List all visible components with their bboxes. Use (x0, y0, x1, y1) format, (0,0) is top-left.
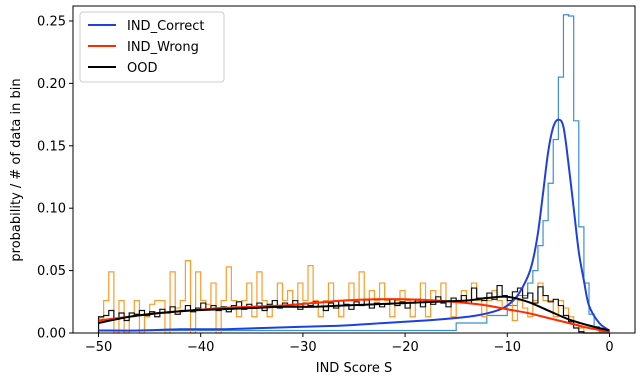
x-tick-label: −50 (85, 340, 112, 355)
plot-content (97, 14, 611, 334)
y-tick-label: 0.20 (37, 77, 66, 92)
legend-label: OOD (127, 61, 157, 76)
y-tick-label: 0.00 (37, 327, 66, 342)
series-line-ind-correct (98, 118, 611, 332)
series-line-ood (98, 295, 610, 332)
y-tick-label: 0.15 (37, 139, 66, 154)
legend-label: IND_Correct (127, 19, 205, 34)
x-tick-label: −40 (187, 340, 214, 355)
legend-box (79, 11, 225, 83)
x-axis-title: IND Score S (316, 361, 393, 376)
x-axis: −50 −40 −30 −20 −10 0 (85, 333, 614, 355)
legend-label: IND_Wrong (127, 40, 199, 55)
y-axis-title: probability / # of data in bin (9, 78, 24, 261)
x-tick-label: 0 (605, 340, 613, 355)
legend: IND_Correct IND_Wrong OOD (79, 11, 225, 83)
x-tick-label: −10 (494, 340, 521, 355)
x-tick-label: −20 (391, 340, 418, 355)
y-tick-label: 0.25 (37, 14, 66, 29)
y-tick-label: 0.05 (37, 264, 66, 279)
x-tick-label: −30 (289, 340, 316, 355)
plot-frame (72, 5, 636, 334)
y-axis: 0.00 0.05 0.10 0.15 0.20 0.25 (37, 14, 73, 342)
y-tick-label: 0.10 (37, 202, 66, 217)
